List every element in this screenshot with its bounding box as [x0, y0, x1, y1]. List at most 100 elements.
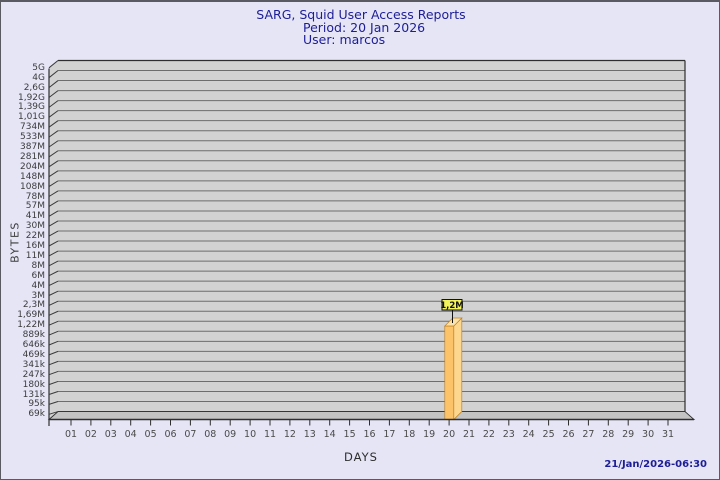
- y-tick-label: 1,22M: [17, 320, 45, 331]
- x-tick-label: 31: [661, 429, 675, 440]
- report-timestamp: 21/Jan/2026-06:30: [604, 459, 707, 470]
- x-tick-label: 15: [343, 429, 356, 440]
- y-tick-label: 533M: [20, 132, 45, 143]
- y-tick-label: 22M: [25, 231, 45, 242]
- y-tick-label: 69k: [28, 409, 45, 420]
- x-tick-label: 16: [363, 429, 376, 440]
- x-tick-label: 23: [502, 429, 515, 440]
- y-tick-label: 341k: [22, 359, 45, 370]
- x-tick-label: 04: [124, 429, 137, 440]
- y-tick-label: 2,3M: [22, 300, 45, 311]
- chart-subtitle: Period: 20 Jan 2026 User: marcos: [303, 20, 426, 46]
- chart-title: SARG, Squid User Access Reports: [256, 7, 466, 22]
- y-tick-label: 95k: [28, 399, 45, 410]
- y-axis-tick: [48, 380, 59, 386]
- y-tick-label: 6M: [31, 270, 46, 281]
- y-tick-label: 646k: [22, 340, 45, 350]
- y-axis-tick: [48, 391, 59, 395]
- x-tick-label: 28: [602, 429, 615, 440]
- x-tick-label: 11: [263, 429, 277, 440]
- y-tick-label: 41M: [25, 211, 45, 222]
- plot-area: [58, 60, 685, 412]
- y-tick-label: 1,01G: [17, 112, 45, 123]
- x-tick-label: 26: [562, 429, 575, 440]
- y-tick-label: 148M: [20, 171, 45, 182]
- y-tick-label: 204M: [20, 161, 45, 172]
- y-tick-label: 180k: [22, 379, 45, 390]
- y-tick-label: 1,69M: [17, 310, 45, 321]
- y-axis-tick: [48, 290, 59, 296]
- x-tick-label: 29: [622, 429, 635, 440]
- y-tick-label: 5G: [32, 62, 45, 73]
- y-tick-label: 2,6G: [23, 82, 45, 93]
- y-tick-label: 387M: [20, 142, 45, 152]
- y-tick-label: 16M: [25, 241, 45, 251]
- y-axis-tick: [48, 310, 59, 316]
- y-axis-tick: [48, 260, 59, 267]
- y-axis-tick: [48, 200, 59, 207]
- y-tick-label: 78M: [25, 191, 45, 202]
- x-tick-label: 07: [184, 429, 197, 440]
- y-tick-label: 281M: [20, 151, 45, 162]
- x-tick-label: 22: [482, 429, 495, 440]
- y-axis-tick: [48, 280, 59, 287]
- y-tick-label: 247k: [22, 369, 45, 380]
- bar-value-label: 1,2M: [440, 301, 464, 311]
- x-tick-label: 21: [462, 429, 476, 440]
- y-tick-label: 57M: [25, 201, 45, 212]
- y-axis-tick: [48, 270, 59, 277]
- chart-floor: [47, 411, 696, 420]
- y-axis-tick: [48, 160, 59, 168]
- y-tick-label: 108M: [20, 181, 45, 192]
- x-tick-label: 19: [423, 429, 436, 440]
- y-tick-label: 30M: [25, 221, 45, 232]
- y-axis-tick: [48, 230, 59, 237]
- y-axis-tick: [48, 411, 59, 415]
- y-axis-tick: [48, 60, 59, 69]
- bar-top-face: [443, 317, 463, 327]
- y-axis-tick: [48, 350, 59, 356]
- x-tick-label: 05: [144, 429, 157, 440]
- y-axis-tick: [48, 370, 59, 376]
- y-axis-tick: [48, 150, 59, 158]
- x-tick-label: 06: [164, 429, 177, 440]
- x-tick-label: 27: [582, 429, 595, 440]
- chart-period: Period: 20 Jan 2026: [303, 20, 426, 35]
- y-tick-label: 8M: [31, 260, 46, 271]
- y-axis-tick: [48, 140, 59, 148]
- y-tick-label: 11M: [25, 250, 45, 261]
- x-axis-title: DAYS: [344, 450, 378, 464]
- y-axis-tick: [48, 210, 59, 217]
- y-axis-tick: [48, 180, 59, 188]
- x-tick-label: 18: [403, 429, 416, 440]
- y-tick-label: 4M: [31, 280, 46, 291]
- y-tick-label: 469k: [22, 349, 45, 360]
- axis-wall: [49, 60, 58, 420]
- y-axis-tick: [48, 300, 59, 306]
- y-tick-label: 734M: [20, 122, 45, 133]
- y-tick-label: 4G: [32, 72, 45, 83]
- x-tick-label: 02: [84, 429, 97, 440]
- x-tick-label: 12: [283, 429, 296, 440]
- bar-value-box: [441, 299, 463, 311]
- y-axis-tick: [48, 220, 59, 227]
- y-axis-tick: [48, 130, 59, 138]
- bar-side-face: [453, 317, 463, 421]
- x-tick-label: 25: [542, 429, 555, 440]
- y-axis-tick: [48, 240, 59, 247]
- y-axis-tick: [48, 360, 59, 366]
- x-tick-label: 08: [204, 429, 217, 440]
- y-tick-label: 889k: [22, 330, 45, 341]
- x-tick-label: 01: [64, 429, 78, 440]
- x-tick-label: 13: [303, 429, 316, 440]
- y-tick-label: 1,92G: [17, 92, 45, 103]
- y-axis-tick: [48, 340, 59, 346]
- x-tick-label: 24: [522, 429, 535, 440]
- x-tick-label: 17: [383, 429, 396, 440]
- y-tick-label: 1,39G: [17, 102, 45, 113]
- y-axis-tick: [48, 80, 59, 88]
- bar-day-20: [444, 325, 455, 420]
- y-axis-tick: [48, 100, 59, 108]
